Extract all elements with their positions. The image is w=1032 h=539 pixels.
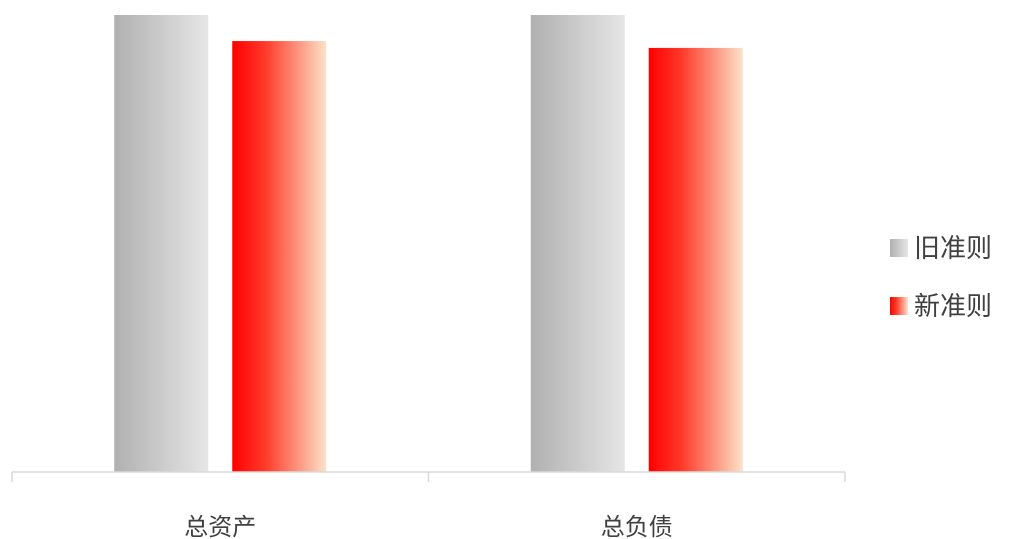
x-axis: [11, 471, 846, 482]
bars-group: [114, 15, 743, 473]
bar-new-2: [648, 47, 743, 473]
x-tick-label: 总负债: [601, 513, 673, 539]
legend-label-old: 旧准则: [914, 234, 992, 264]
legend-swatch-new: [890, 297, 908, 315]
legend-label-new: 新准则: [914, 292, 992, 322]
bar-new-1: [232, 41, 327, 472]
x-axis-labels: 总资产 总负债: [184, 513, 673, 539]
x-tick-label: 总资产: [184, 513, 256, 539]
legend-swatch-old: [890, 239, 908, 257]
bar-old-1: [114, 15, 209, 472]
bar-old-2: [530, 15, 625, 472]
